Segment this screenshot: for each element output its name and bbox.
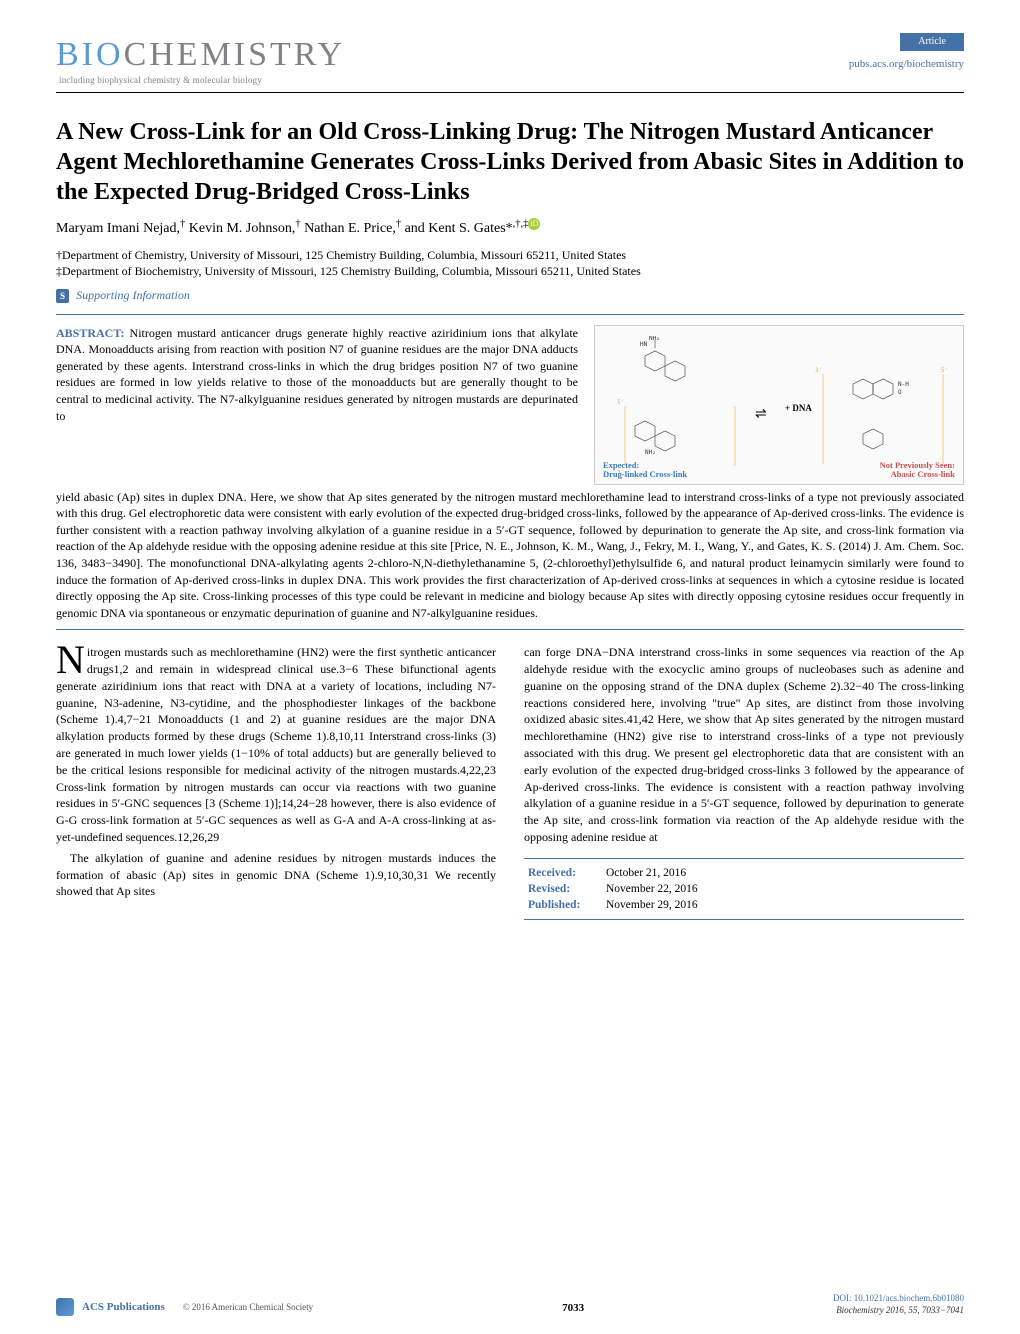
body-col-left: Nitrogen mustards such as mechlorethamin… [56,644,496,920]
date-published-row: Published: November 29, 2016 [528,897,960,913]
abstract-full: yield abasic (Ap) sites in duplex DNA. H… [56,489,964,621]
authors-list: Maryam Imani Nejad,† Kevin M. Johnson,† … [56,221,528,236]
citation: Biochemistry 2016, 55, 7033−7041 [833,1304,964,1316]
body-col-right: can forge DNA−DNA interstrand cross-link… [524,644,964,920]
svg-text:O: O [898,389,902,396]
footer-right: DOI: 10.1021/acs.biochem.6b01080 Biochem… [833,1292,964,1316]
chem-structure-left-icon: NH₂ HN 5' 3' NH₂ [605,336,755,476]
citation-text: Biochemistry 2016, 55, 7033−7041 [836,1305,964,1315]
toc-plus-dna: + DNA [785,402,812,414]
header-right: Article pubs.acs.org/biochemistry [849,32,964,71]
abstract-lead-col: ABSTRACT: Nitrogen mustard anticancer dr… [56,325,578,424]
article-badge: Article [900,33,964,51]
abstract-box: ABSTRACT: Nitrogen mustard anticancer dr… [56,314,964,630]
published-label: Published: [528,897,606,913]
doi-link[interactable]: DOI: 10.1021/acs.biochem.6b01080 [833,1292,964,1304]
acs-logo-icon [56,1298,74,1316]
toc-graphic: NH₂ HN 5' 3' NH₂ ⇌ + DNA [594,325,964,485]
body-right-p1: can forge DNA−DNA interstrand cross-link… [524,644,964,846]
body-left-p1-text: itrogen mustards such as mechlorethamine… [56,645,496,844]
dropcap: N [56,644,87,676]
svg-text:3': 3' [815,367,822,374]
chem-structure-right-icon: 3' 5' O N-H [813,364,953,474]
date-revised-row: Revised: November 22, 2016 [528,881,960,897]
svg-text:HN: HN [640,341,648,348]
page-header: BIOCHEMISTRY including biophysical chemi… [56,32,964,86]
orcid-icon[interactable]: iD [528,218,540,230]
body-left-p2: The alkylation of guanine and adenine re… [56,850,496,900]
received-date: October 21, 2016 [606,865,686,881]
journal-name-prefix: BIO [56,36,124,73]
body-columns: Nitrogen mustards such as mechlorethamin… [56,644,964,920]
article-title: A New Cross-Link for an Old Cross-Linkin… [56,117,964,207]
page-footer: ACS Publications © 2016 American Chemica… [56,1292,964,1316]
copyright: © 2016 American Chemical Society [183,1301,313,1313]
affiliation-2: ‡Department of Biochemistry, University … [56,263,964,279]
toc-expected-label: Expected: Drug-linked Cross-link [603,461,687,480]
date-received-row: Received: October 21, 2016 [528,865,960,881]
page-number: 7033 [562,1301,584,1316]
abstract-lead: Nitrogen mustard anticancer drugs genera… [56,326,578,423]
journal-name-rest: CHEMISTRY [124,36,346,73]
received-label: Received: [528,865,606,881]
journal-logo-block: BIOCHEMISTRY including biophysical chemi… [56,32,345,86]
revised-label: Revised: [528,881,606,897]
svg-text:5': 5' [617,399,624,406]
affiliations: †Department of Chemistry, University of … [56,247,964,279]
supporting-text: Supporting Information [76,288,190,302]
supporting-badge: S [56,289,69,303]
published-date: November 29, 2016 [606,897,698,913]
svg-text:5': 5' [941,367,948,374]
toc-structure-left: NH₂ HN 5' 3' NH₂ [605,336,755,479]
abstract-top-row: ABSTRACT: Nitrogen mustard anticancer dr… [56,325,964,485]
svg-text:NH₂: NH₂ [649,336,660,342]
toc-notseen-label: Not Previously Seen: Abasic Cross-link [880,461,955,480]
toc-equilibrium-arrow-icon: ⇌ [755,406,767,425]
dates-box: Received: October 21, 2016 Revised: Nove… [524,858,964,920]
authors: Maryam Imani Nejad,† Kevin M. Johnson,† … [56,217,964,239]
header-rule [56,92,964,93]
revised-date: November 22, 2016 [606,881,698,897]
affiliation-1: †Department of Chemistry, University of … [56,247,964,263]
acs-publications[interactable]: ACS Publications [82,1300,165,1315]
journal-logo: BIOCHEMISTRY [56,32,345,78]
supporting-info[interactable]: S Supporting Information [56,287,964,304]
footer-left: ACS Publications © 2016 American Chemica… [56,1298,313,1316]
abstract-label: ABSTRACT: [56,326,124,340]
svg-text:N-H: N-H [898,381,909,388]
svg-text:NH₂: NH₂ [645,449,656,456]
pubs-link[interactable]: pubs.acs.org/biochemistry [849,57,964,72]
body-left-p1: Nitrogen mustards such as mechlorethamin… [56,644,496,846]
